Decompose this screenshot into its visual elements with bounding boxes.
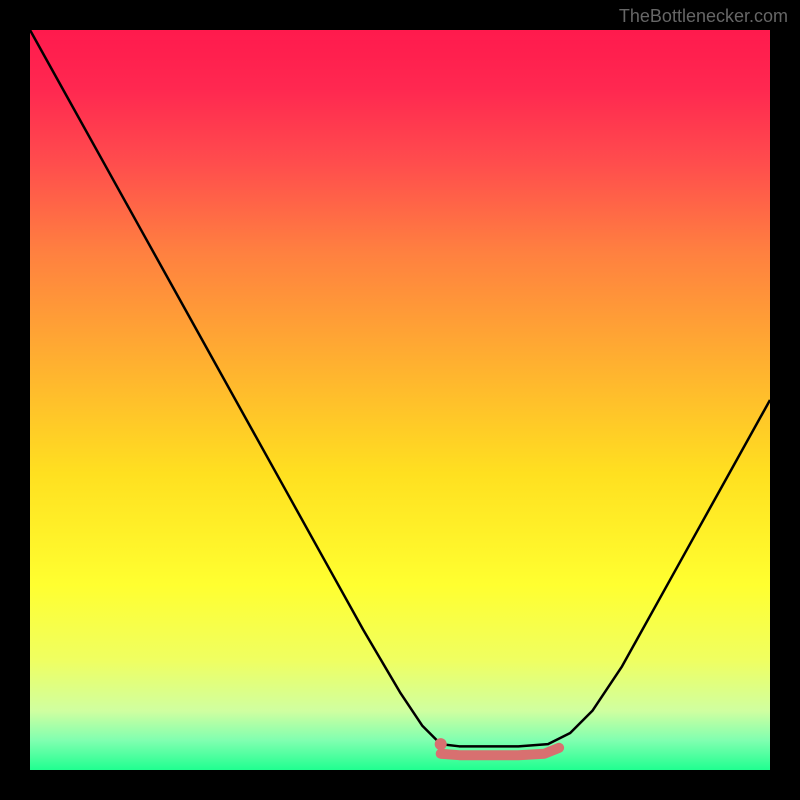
optimal-point-marker bbox=[435, 738, 447, 750]
plot-area bbox=[30, 30, 770, 770]
watermark-text: TheBottlenecker.com bbox=[619, 6, 788, 27]
chart-container: TheBottlenecker.com bbox=[0, 0, 800, 800]
bottleneck-chart bbox=[0, 0, 800, 800]
